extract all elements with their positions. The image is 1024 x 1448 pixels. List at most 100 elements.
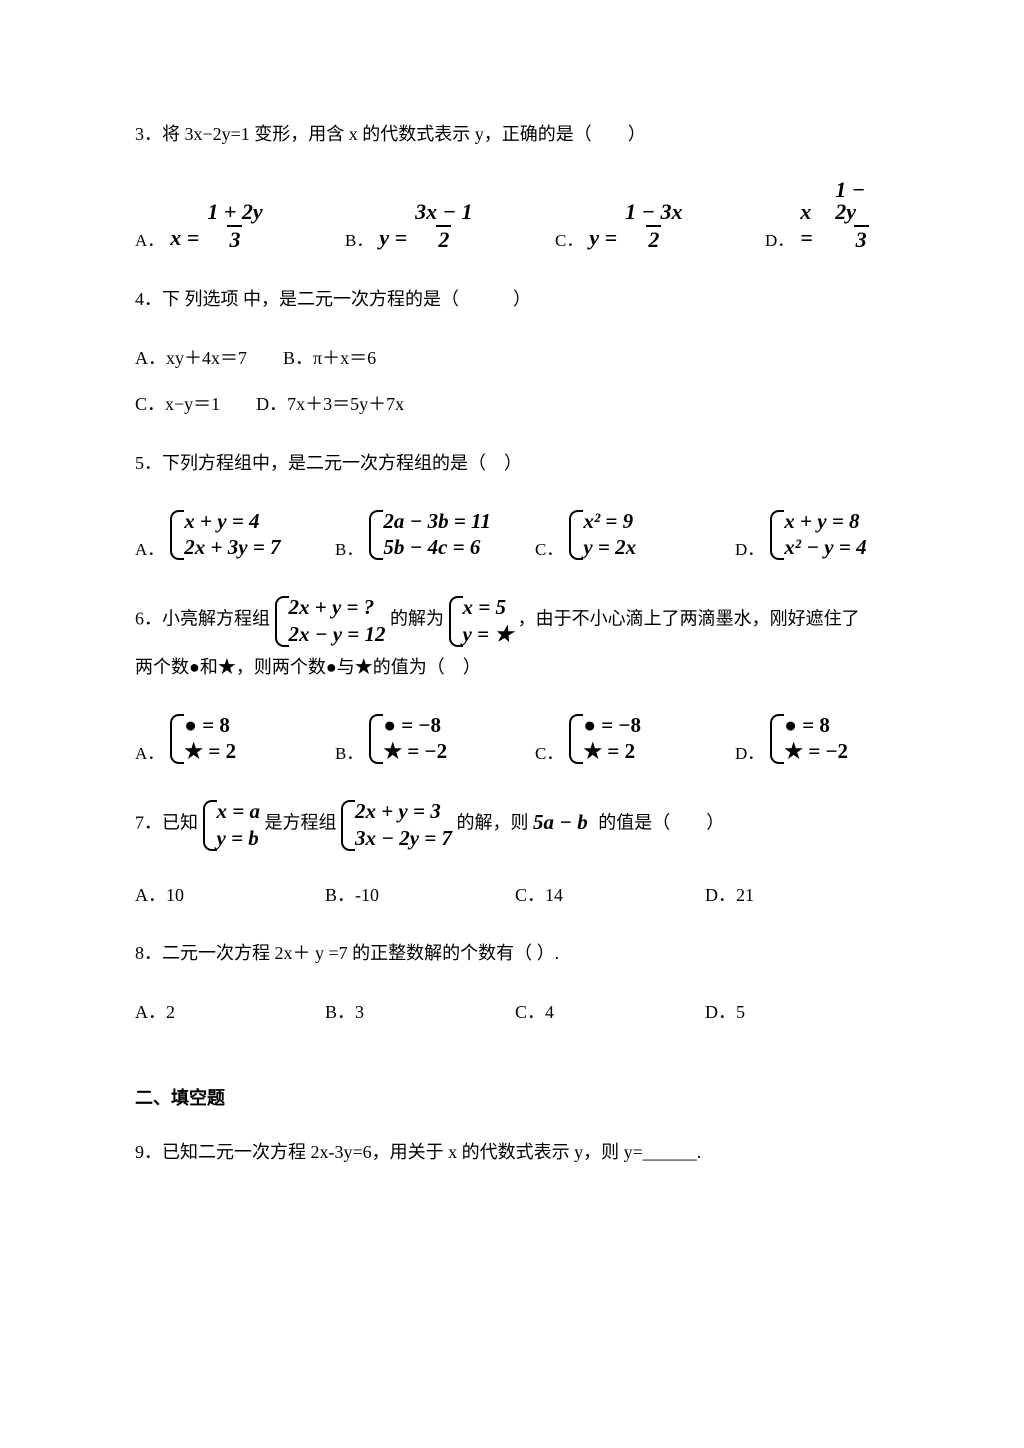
lhs: x = [800, 199, 827, 251]
sys-row: 2x + y = ? [289, 594, 386, 620]
q6-opt-c: C． ● = −8 ★ = 2 [535, 712, 735, 765]
denominator: 2 [436, 225, 451, 251]
equation-system: ● = 8 ★ = 2 [170, 712, 236, 765]
equation-system: x² = 9 y = 2x [569, 508, 636, 561]
q4-stem: 4．下 列选项 中，是二元一次方程的是（ ） [135, 285, 889, 314]
lhs: y = [379, 225, 407, 251]
opt-label: A． [135, 535, 164, 560]
sys-row: y = b [217, 825, 260, 851]
q6-post: ，由于不小心滴上了两滴墨水，刚好遮住了 [518, 609, 860, 629]
q6-opt-a: A． ● = 8 ★ = 2 [135, 712, 335, 765]
q8-stem: 8．二元一次方程 2x＋ y =7 的正整数解的个数有（ ）. [135, 939, 889, 968]
sys-row: y = 2x [583, 534, 636, 560]
q7-opt-b: B．-10 [325, 881, 515, 907]
sys-row: 3x − 2y = 7 [355, 825, 452, 851]
numerator: 1 − 2y [833, 179, 889, 225]
lhs: y = [589, 225, 617, 251]
opt-label: D． [765, 226, 794, 251]
opt-label: D． [735, 739, 764, 764]
sys-row: x + y = 8 [784, 508, 866, 534]
sys-row: ● = −8 [383, 712, 447, 738]
q6-options: A． ● = 8 ★ = 2 B． ● = −8 ★ = −2 C． ● = −… [135, 712, 889, 765]
equation-system: x = a y = b [203, 798, 260, 851]
equation-system: ● = 8 ★ = −2 [770, 712, 848, 765]
equation-system: 2a − 3b = 11 5b − 4c = 6 [369, 508, 491, 561]
q5-opt-d: D． x + y = 8 x² − y = 4 [735, 508, 867, 561]
denominator: 2 [646, 225, 661, 251]
q6-line2: 两个数●和★，则两个数●与★的值为（ ） [135, 653, 889, 682]
q6-opt-d: D． ● = 8 ★ = −2 [735, 712, 848, 765]
equation-system: x + y = 4 2x + 3y = 7 [170, 508, 280, 561]
fraction: 1 − 3x 2 [623, 201, 684, 251]
q7-mid2: 的解，则 [456, 813, 528, 833]
q5-opt-a: A． x + y = 4 2x + 3y = 7 [135, 508, 335, 561]
lhs: x = [170, 225, 199, 251]
sys-row: 5b − 4c = 6 [383, 534, 491, 560]
q3-opt-c: C． y = 1 − 3x 2 [555, 179, 765, 251]
q7-opt-d: D．21 [705, 881, 895, 907]
q3-options: A． x = 1 + 2y 3 B． y = 3x − 1 2 C． y = 1… [135, 179, 889, 251]
denominator: 3 [854, 225, 869, 251]
opt-label: D． [735, 535, 764, 560]
opt-label: A． [135, 739, 164, 764]
q5-opt-b: B． 2a − 3b = 11 5b − 4c = 6 [335, 508, 535, 561]
numerator: 1 − 3x [623, 201, 684, 225]
equation-system: 2x + y = ? 2x − y = 12 [275, 594, 386, 647]
q8-opt-c: C．4 [515, 998, 705, 1024]
sys-row: x² − y = 4 [784, 534, 866, 560]
q7-mid1: 是方程组 [264, 813, 336, 833]
opt-label: B． [335, 535, 363, 560]
equation-system: 2x + y = 3 3x − 2y = 7 [341, 798, 452, 851]
sys-row: y = ★ [463, 621, 514, 647]
sys-row: ★ = 2 [583, 738, 641, 764]
q8-opt-a: A．2 [135, 998, 325, 1024]
q3-opt-b: B． y = 3x − 1 2 [345, 179, 555, 251]
q7-expr: 5a − b [533, 810, 588, 834]
sys-row: x = 5 [463, 594, 514, 620]
opt-label: C． [555, 226, 583, 251]
sys-row: 2x + 3y = 7 [184, 534, 280, 560]
fraction: 3x − 1 2 [413, 201, 474, 251]
q6-line1: 6．小亮解方程组 2x + y = ? 2x − y = 12 的解为 x = … [135, 594, 889, 647]
fraction: 1 − 2y 3 [833, 179, 889, 251]
sys-row: ● = −8 [583, 712, 641, 738]
q4-line-ab: A．xy＋4x＝7 B．π＋x＝6 [135, 344, 889, 373]
sys-row: x = a [217, 798, 260, 824]
equation-system: ● = −8 ★ = −2 [369, 712, 447, 765]
q8-opt-b: B．3 [325, 998, 515, 1024]
opt-label: B． [345, 226, 373, 251]
sys-row: ● = 8 [784, 712, 848, 738]
q4-line-cd: C．x−y＝1 D．7x＋3＝5y＋7x [135, 390, 889, 419]
sys-row: 2x − y = 12 [289, 621, 386, 647]
q3-opt-a: A． x = 1 + 2y 3 [135, 179, 345, 251]
opt-label: C． [535, 535, 563, 560]
q5-stem: 5．下列方程组中，是二元一次方程组的是（ ） [135, 449, 889, 478]
equation-system: ● = −8 ★ = 2 [569, 712, 641, 765]
q7-stem: 7．已知 x = a y = b 是方程组 2x + y = 3 3x − 2y… [135, 798, 889, 851]
equation-system: x = 5 y = ★ [449, 594, 514, 647]
q8-opt-d: D．5 [705, 998, 895, 1024]
q7-opt-a: A．10 [135, 881, 325, 907]
sys-row: x² = 9 [583, 508, 636, 534]
sys-row: ★ = −2 [383, 738, 447, 764]
q9-stem: 9．已知二元一次方程 2x-3y=6，用关于 x 的代数式表示 y，则 y=__… [135, 1138, 889, 1167]
q7-options: A．10 B．-10 C．14 D．21 [135, 881, 889, 907]
section-2-title: 二、填空题 [135, 1084, 889, 1110]
fraction: 1 + 2y 3 [205, 201, 264, 251]
opt-label: C． [535, 739, 563, 764]
q6-mid: 的解为 [390, 609, 444, 629]
q7-post: 的值是（ ） [598, 813, 724, 833]
q5-opt-c: C． x² = 9 y = 2x [535, 508, 735, 561]
opt-label: B． [335, 739, 363, 764]
q6-opt-b: B． ● = −8 ★ = −2 [335, 712, 535, 765]
sys-row: ★ = 2 [184, 738, 236, 764]
q5-options: A． x + y = 4 2x + 3y = 7 B． 2a − 3b = 11… [135, 508, 889, 561]
sys-row: x + y = 4 [184, 508, 280, 534]
numerator: 1 + 2y [205, 201, 264, 225]
sys-row: 2a − 3b = 11 [383, 508, 491, 534]
q3-opt-d: D． x = 1 − 2y 3 [765, 179, 889, 251]
equation-system: x + y = 8 x² − y = 4 [770, 508, 866, 561]
sys-row: ● = 8 [184, 712, 236, 738]
q7-pre: 7．已知 [135, 813, 198, 833]
q3-stem: 3．将 3x−2y=1 变形，用含 x 的代数式表示 y，正确的是（ ） [135, 120, 889, 149]
